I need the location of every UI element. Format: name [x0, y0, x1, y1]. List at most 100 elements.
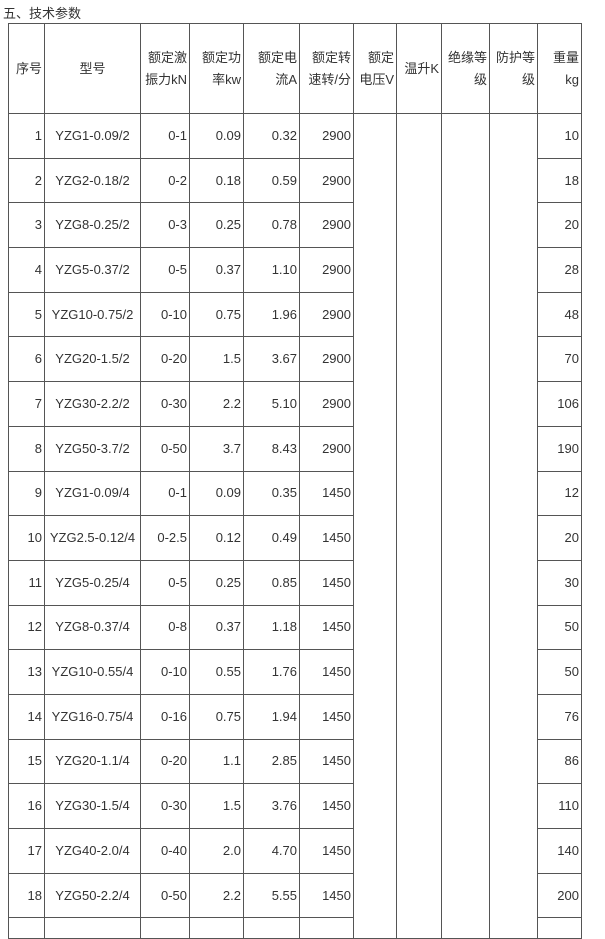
cell-current: 0.32 [243, 113, 300, 159]
cell-no: 17 [8, 828, 45, 874]
cell-current: 3.67 [243, 336, 300, 383]
cell-current: 4.70 [243, 828, 300, 874]
cell-current: 1.10 [243, 247, 300, 293]
header-no: 序号 [8, 23, 45, 114]
table-row: 6 YZG20-1.5/2 0-20 1.5 3.67 2900 70 [8, 336, 582, 383]
cell-model: YZG8-0.25/2 [44, 202, 141, 249]
cell-speed: 1450 [299, 559, 354, 606]
header-voltage: 额定电压V [353, 23, 397, 114]
cell-weight: 50 [537, 649, 582, 695]
cell-temp-rise-merged [396, 113, 442, 939]
cell-model: YZG10-0.55/4 [44, 649, 141, 695]
cell-model: YZG50-3.7/2 [44, 425, 141, 472]
table-row: 16 YZG30-1.5/4 0-30 1.5 3.76 1450 110 [8, 783, 582, 829]
cell-no: 6 [8, 336, 45, 383]
cell-power: 2.2 [189, 872, 244, 919]
cell-force: 0-1 [140, 113, 190, 159]
cell-no: 14 [8, 693, 45, 740]
cell-weight: 106 [537, 381, 582, 427]
cell-model: YZG1-0.09/2 [44, 113, 141, 159]
table-row: 14 YZG16-0.75/4 0-16 0.75 1.94 1450 76 [8, 693, 582, 740]
table-row: 2 YZG2-0.18/2 0-2 0.18 0.59 2900 18 [8, 157, 582, 204]
cell-power: 1.5 [189, 336, 244, 383]
cell-speed: 1450 [299, 738, 354, 785]
cell-weight: 110 [537, 783, 582, 829]
cell-power: 0.75 [189, 291, 244, 338]
cell-no: 15 [8, 738, 45, 785]
cell-force: 0-40 [140, 828, 190, 874]
cell-power: 1.1 [189, 738, 244, 785]
cell-force: 0-10 [140, 291, 190, 338]
cell-model: YZG1-0.09/4 [44, 470, 141, 517]
cell-speed: 1450 [299, 693, 354, 740]
cell-weight: 18 [537, 157, 582, 204]
cell-power: 0.25 [189, 559, 244, 606]
cell-voltage-merged [353, 113, 397, 939]
cell-speed: 1450 [299, 872, 354, 919]
cell-no: 4 [8, 247, 45, 293]
cell-weight: 86 [537, 738, 582, 785]
cell-empty [189, 917, 244, 939]
header-force: 额定激振力kN [140, 23, 190, 114]
cell-model: YZG30-2.2/2 [44, 381, 141, 427]
cell-power: 0.25 [189, 202, 244, 249]
cell-current: 3.76 [243, 783, 300, 829]
cell-force: 0-1 [140, 470, 190, 517]
cell-no: 8 [8, 425, 45, 472]
cell-force: 0-5 [140, 559, 190, 606]
cell-empty [299, 917, 354, 939]
table-row: 11 YZG5-0.25/4 0-5 0.25 0.85 1450 30 [8, 559, 582, 606]
cell-weight: 70 [537, 336, 582, 383]
header-protection: 防护等级 [489, 23, 538, 114]
cell-weight: 190 [537, 425, 582, 472]
cell-model: YZG5-0.37/2 [44, 247, 141, 293]
cell-weight: 50 [537, 604, 582, 651]
cell-weight: 48 [537, 291, 582, 338]
cell-current: 1.18 [243, 604, 300, 651]
cell-power: 0.55 [189, 649, 244, 695]
cell-no: 9 [8, 470, 45, 517]
cell-empty [140, 917, 190, 939]
cell-power: 1.5 [189, 783, 244, 829]
cell-force: 0-3 [140, 202, 190, 249]
table-row: 8 YZG50-3.7/2 0-50 3.7 8.43 2900 190 [8, 425, 582, 472]
cell-power: 0.09 [189, 113, 244, 159]
cell-empty [8, 917, 45, 939]
cell-weight: 30 [537, 559, 582, 606]
cell-speed: 2900 [299, 291, 354, 338]
cell-model: YZG16-0.75/4 [44, 693, 141, 740]
cell-no: 18 [8, 872, 45, 919]
cell-weight: 10 [537, 113, 582, 159]
cell-model: YZG20-1.1/4 [44, 738, 141, 785]
cell-force: 0-10 [140, 649, 190, 695]
cell-speed: 2900 [299, 425, 354, 472]
table-row: 13 YZG10-0.55/4 0-10 0.55 1.76 1450 50 [8, 649, 582, 695]
table-row: 3 YZG8-0.25/2 0-3 0.25 0.78 2900 20 [8, 202, 582, 249]
table-row: 4 YZG5-0.37/2 0-5 0.37 1.10 2900 28 [8, 247, 582, 293]
cell-current: 0.85 [243, 559, 300, 606]
cell-current: 1.96 [243, 291, 300, 338]
cell-empty [243, 917, 300, 939]
cell-weight: 20 [537, 202, 582, 249]
cell-force: 0-30 [140, 783, 190, 829]
cell-power: 0.75 [189, 693, 244, 740]
cell-weight: 140 [537, 828, 582, 874]
cell-force: 0-5 [140, 247, 190, 293]
cell-current: 1.94 [243, 693, 300, 740]
cell-model: YZG2.5-0.12/4 [44, 515, 141, 561]
table-row: 5 YZG10-0.75/2 0-10 0.75 1.96 2900 48 [8, 291, 582, 338]
cell-power: 0.09 [189, 470, 244, 517]
cell-model: YZG40-2.0/4 [44, 828, 141, 874]
cell-force: 0-50 [140, 872, 190, 919]
cell-model: YZG20-1.5/2 [44, 336, 141, 383]
cell-no: 10 [8, 515, 45, 561]
cell-no: 7 [8, 381, 45, 427]
cell-no: 3 [8, 202, 45, 249]
cell-model: YZG8-0.37/4 [44, 604, 141, 651]
cell-speed: 2900 [299, 113, 354, 159]
cell-speed: 1450 [299, 470, 354, 517]
table-row: 18 YZG50-2.2/4 0-50 2.2 5.55 1450 200 [8, 872, 582, 919]
cell-current: 0.49 [243, 515, 300, 561]
cell-no: 12 [8, 604, 45, 651]
cell-current: 2.85 [243, 738, 300, 785]
